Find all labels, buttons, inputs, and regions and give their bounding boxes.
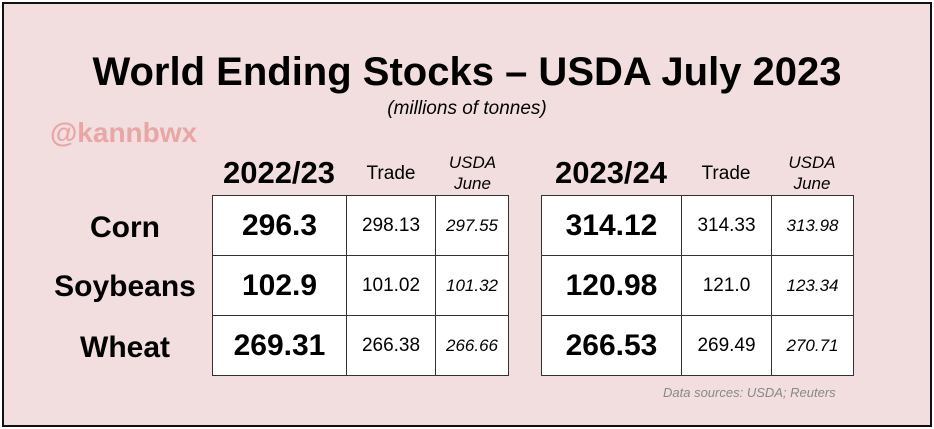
usda-value-wheat: 269.31 xyxy=(212,315,347,376)
table-row: 266.53 269.49 270.71 xyxy=(541,315,854,376)
usda-june-header-2022-23: USDA June xyxy=(436,152,509,194)
usda-june-value-soybeans: 123.34 xyxy=(771,255,854,316)
trade-value-corn: 298.13 xyxy=(346,195,436,256)
trade-header-2023-24: Trade xyxy=(701,163,751,184)
watermark-handle: @kannbwx xyxy=(50,117,198,148)
table-row: 120.98 121.0 123.34 xyxy=(541,255,854,316)
usda-june-value-wheat: 270.71 xyxy=(771,315,854,376)
usda-header-line2: June xyxy=(793,174,831,193)
table-row: 314.12 314.33 313.98 xyxy=(541,195,854,256)
trade-value-corn: 314.33 xyxy=(681,195,772,256)
usda-header-line1: USDA xyxy=(788,153,836,172)
trade-value-soybeans: 121.0 xyxy=(681,255,772,316)
usda-value-corn: 296.3 xyxy=(212,195,347,256)
trade-header-2022-23: Trade xyxy=(366,163,416,184)
usda-value-corn: 314.12 xyxy=(541,195,682,256)
row-label-soybeans: Soybeans xyxy=(54,270,196,303)
trade-value-wheat: 269.49 xyxy=(681,315,772,376)
usda-june-value-wheat: 266.66 xyxy=(435,315,509,376)
table-2022-23: 296.3 298.13 297.55 102.9 101.02 101.32 … xyxy=(212,195,509,376)
usda-june-value-corn: 313.98 xyxy=(771,195,854,256)
usda-value-soybeans: 102.9 xyxy=(212,255,347,316)
year-header-2023-24: 2023/24 xyxy=(554,155,668,190)
page-title: World Ending Stocks – USDA July 2023 xyxy=(92,50,842,94)
usda-value-soybeans: 120.98 xyxy=(541,255,682,316)
usda-value-wheat: 266.53 xyxy=(541,315,682,376)
data-source-note: Data sources: USDA; Reuters xyxy=(663,385,836,400)
table-row: 102.9 101.02 101.32 xyxy=(212,255,509,316)
page-subtitle: (millions of tonnes) xyxy=(387,98,547,119)
year-header-2022-23: 2022/23 xyxy=(222,155,336,190)
usda-header-line2: June xyxy=(454,174,491,193)
row-label-corn: Corn xyxy=(90,211,160,244)
table-row: 269.31 266.38 266.66 xyxy=(212,315,509,376)
usda-june-header-2023-24: USDA June xyxy=(771,152,853,194)
table-2023-24: 314.12 314.33 313.98 120.98 121.0 123.34… xyxy=(541,195,854,376)
table-row: 296.3 298.13 297.55 xyxy=(212,195,509,256)
row-label-wheat: Wheat xyxy=(80,331,170,364)
usda-june-value-corn: 297.55 xyxy=(435,195,509,256)
trade-value-wheat: 266.38 xyxy=(346,315,436,376)
usda-header-line1: USDA xyxy=(448,153,497,172)
trade-value-soybeans: 101.02 xyxy=(346,255,436,316)
usda-june-value-soybeans: 101.32 xyxy=(435,255,509,316)
